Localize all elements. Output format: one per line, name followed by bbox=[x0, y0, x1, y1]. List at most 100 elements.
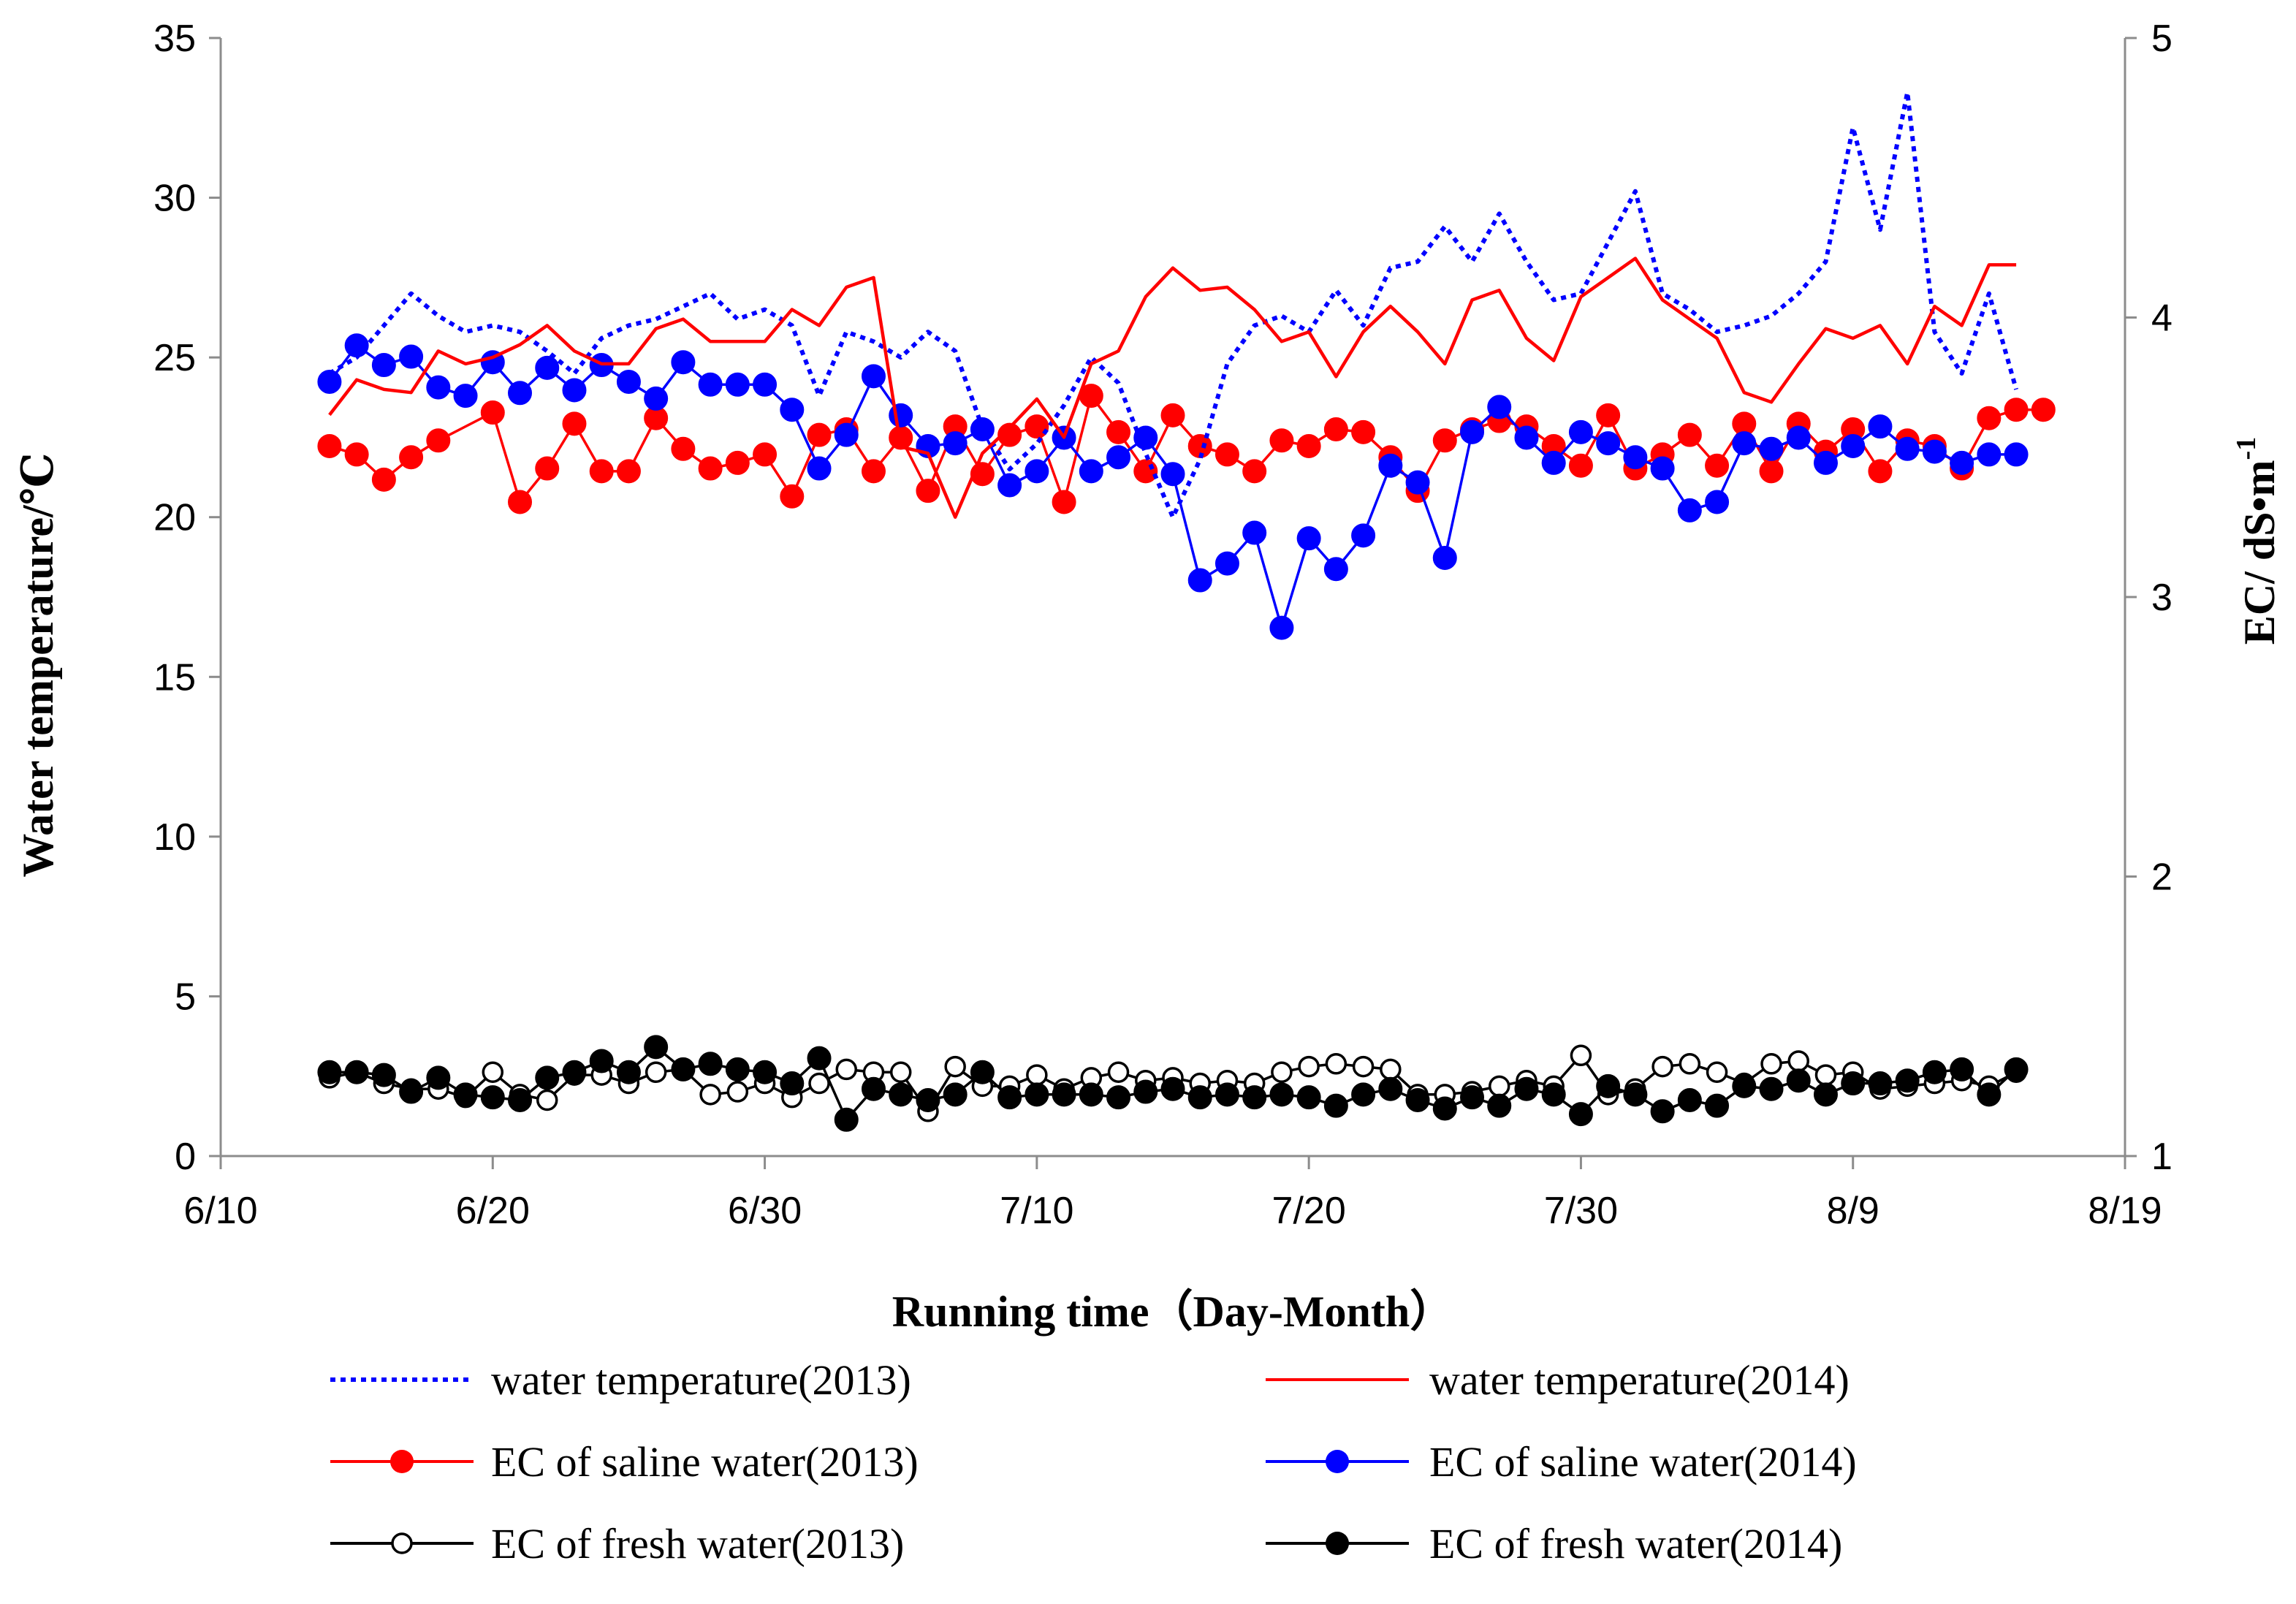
data-point bbox=[698, 1052, 723, 1076]
data-point bbox=[1650, 1099, 1675, 1124]
x-tick-label: 8/9 bbox=[1827, 1190, 1879, 1232]
data-point bbox=[699, 1084, 721, 1106]
legend-marker bbox=[1326, 1450, 1349, 1473]
data-point bbox=[834, 422, 859, 447]
data-point bbox=[1541, 450, 1566, 475]
data-point bbox=[480, 1085, 505, 1110]
y-left-tick-label: 10 bbox=[153, 816, 196, 859]
data-point bbox=[426, 428, 451, 453]
data-point bbox=[1351, 419, 1376, 444]
data-point bbox=[1514, 1076, 1539, 1101]
series-line-water-temperature-2013 bbox=[328, 90, 2018, 520]
data-point bbox=[889, 403, 913, 427]
data-point bbox=[1269, 615, 1294, 640]
data-point bbox=[1759, 436, 1784, 461]
data-point bbox=[1596, 403, 1621, 427]
data-point bbox=[997, 473, 1022, 498]
data-point bbox=[1352, 1055, 1375, 1078]
data-point bbox=[317, 369, 342, 394]
data-point bbox=[698, 456, 723, 481]
data-point bbox=[1568, 453, 1593, 478]
series-ec-of-saline-water-2013 bbox=[317, 384, 2056, 514]
data-point bbox=[1650, 456, 1675, 481]
data-point bbox=[1977, 1082, 2002, 1107]
data-point bbox=[508, 490, 533, 514]
data-point bbox=[916, 479, 940, 503]
legend-entry-ec-of-saline-water-2014: EC of saline water(2014) bbox=[1266, 1438, 1857, 1486]
data-point bbox=[562, 1060, 587, 1084]
labels-layer: Running time（Day-Month） Water temperatur… bbox=[14, 437, 2284, 1336]
data-point bbox=[1759, 1076, 1784, 1101]
data-point bbox=[1160, 462, 1185, 487]
data-point bbox=[1705, 453, 1730, 478]
data-point bbox=[1187, 568, 1212, 593]
data-point bbox=[1895, 436, 1920, 461]
data-point bbox=[1813, 1082, 1838, 1107]
legend-entry-ec-of-saline-water-2013: EC of saline water(2013) bbox=[330, 1438, 919, 1486]
data-point bbox=[1351, 1082, 1376, 1107]
data-point bbox=[889, 1061, 912, 1083]
axes-layer: 0 5 10 15 20 25 30 35 1 2 3 4 5 6/10 6/20 6/30 7/10 7/20 7… bbox=[153, 18, 2173, 1232]
y-left-tick-label: 30 bbox=[153, 178, 196, 220]
data-point bbox=[344, 1060, 369, 1084]
y-left-tick-label: 35 bbox=[153, 18, 196, 60]
data-point bbox=[1488, 1075, 1510, 1098]
data-point bbox=[1977, 442, 2002, 467]
data-point bbox=[1596, 431, 1621, 456]
series-layer bbox=[317, 90, 2056, 1132]
data-point bbox=[1296, 526, 1321, 551]
data-point bbox=[726, 1081, 749, 1103]
data-point bbox=[426, 1065, 451, 1090]
series-line-ec-of-saline-water-2013 bbox=[329, 394, 2044, 503]
data-point bbox=[671, 1057, 696, 1082]
x-tick-label: 6/20 bbox=[456, 1190, 530, 1232]
data-point bbox=[1679, 1053, 1701, 1075]
legend-label: EC of saline water(2013) bbox=[491, 1438, 919, 1486]
data-point bbox=[1977, 406, 2002, 430]
data-point bbox=[1705, 490, 1730, 514]
data-point bbox=[399, 445, 424, 470]
data-point bbox=[2031, 398, 2056, 422]
y-right-tick-label: 4 bbox=[2151, 297, 2173, 340]
data-point bbox=[1432, 1096, 1457, 1121]
legend-label: water temperature(2013) bbox=[491, 1356, 911, 1404]
data-point bbox=[1813, 450, 1838, 475]
data-point bbox=[1787, 1050, 1810, 1072]
data-point bbox=[1323, 417, 1348, 441]
data-point bbox=[1187, 1085, 1212, 1110]
data-point bbox=[536, 1089, 558, 1111]
data-point bbox=[562, 411, 587, 436]
data-point bbox=[1487, 395, 1512, 419]
data-point bbox=[1106, 1085, 1131, 1110]
data-point bbox=[1922, 439, 1947, 464]
data-point bbox=[1079, 1082, 1103, 1107]
data-point bbox=[1432, 428, 1457, 453]
data-point bbox=[426, 375, 451, 400]
data-point bbox=[589, 459, 614, 484]
legend-label: EC of fresh water(2013) bbox=[491, 1520, 904, 1567]
data-point bbox=[2004, 1057, 2029, 1082]
series-ec-of-fresh-water-2014 bbox=[317, 1035, 2029, 1132]
data-point bbox=[317, 1060, 342, 1084]
data-point bbox=[753, 442, 778, 467]
data-point bbox=[399, 1079, 424, 1104]
data-point bbox=[1677, 498, 1702, 522]
data-point bbox=[753, 1060, 778, 1084]
legend-entry-water-temperature-2013: water temperature(2013) bbox=[330, 1356, 911, 1404]
data-point bbox=[970, 1060, 995, 1084]
data-point bbox=[480, 400, 505, 425]
data-point bbox=[1760, 1053, 1782, 1075]
data-point bbox=[997, 422, 1022, 447]
data-point bbox=[1487, 1093, 1512, 1118]
legend-label: EC of saline water(2014) bbox=[1429, 1438, 1857, 1486]
data-point bbox=[1651, 1055, 1673, 1078]
y-axis-right-title-exponent: -1 bbox=[2231, 437, 2262, 460]
y-left-tick-label: 15 bbox=[153, 656, 196, 699]
data-point bbox=[835, 1058, 858, 1081]
data-point bbox=[1405, 470, 1430, 495]
data-point bbox=[1868, 1071, 1893, 1096]
y-right-tick-label: 5 bbox=[2151, 18, 2173, 60]
data-point bbox=[861, 1076, 886, 1101]
data-point bbox=[889, 1082, 913, 1107]
data-point bbox=[1841, 433, 1866, 458]
